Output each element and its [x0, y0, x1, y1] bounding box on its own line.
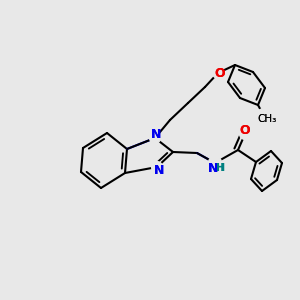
Text: O: O: [240, 124, 250, 137]
Text: N: N: [151, 128, 162, 141]
Circle shape: [256, 109, 272, 124]
Text: CH₃: CH₃: [257, 114, 277, 124]
Text: CH₃: CH₃: [257, 114, 277, 124]
Text: O: O: [240, 124, 250, 137]
Circle shape: [152, 162, 162, 172]
Text: N: N: [207, 162, 218, 175]
Text: N: N: [154, 164, 165, 177]
Text: H: H: [214, 164, 224, 173]
Circle shape: [150, 133, 160, 143]
Circle shape: [208, 156, 222, 170]
Circle shape: [240, 129, 250, 140]
Text: N: N: [154, 164, 165, 177]
Circle shape: [213, 68, 224, 78]
Text: H: H: [216, 164, 225, 173]
Text: N: N: [208, 162, 219, 175]
Text: N: N: [151, 128, 162, 141]
Text: O: O: [214, 67, 225, 80]
Text: O: O: [214, 67, 225, 80]
